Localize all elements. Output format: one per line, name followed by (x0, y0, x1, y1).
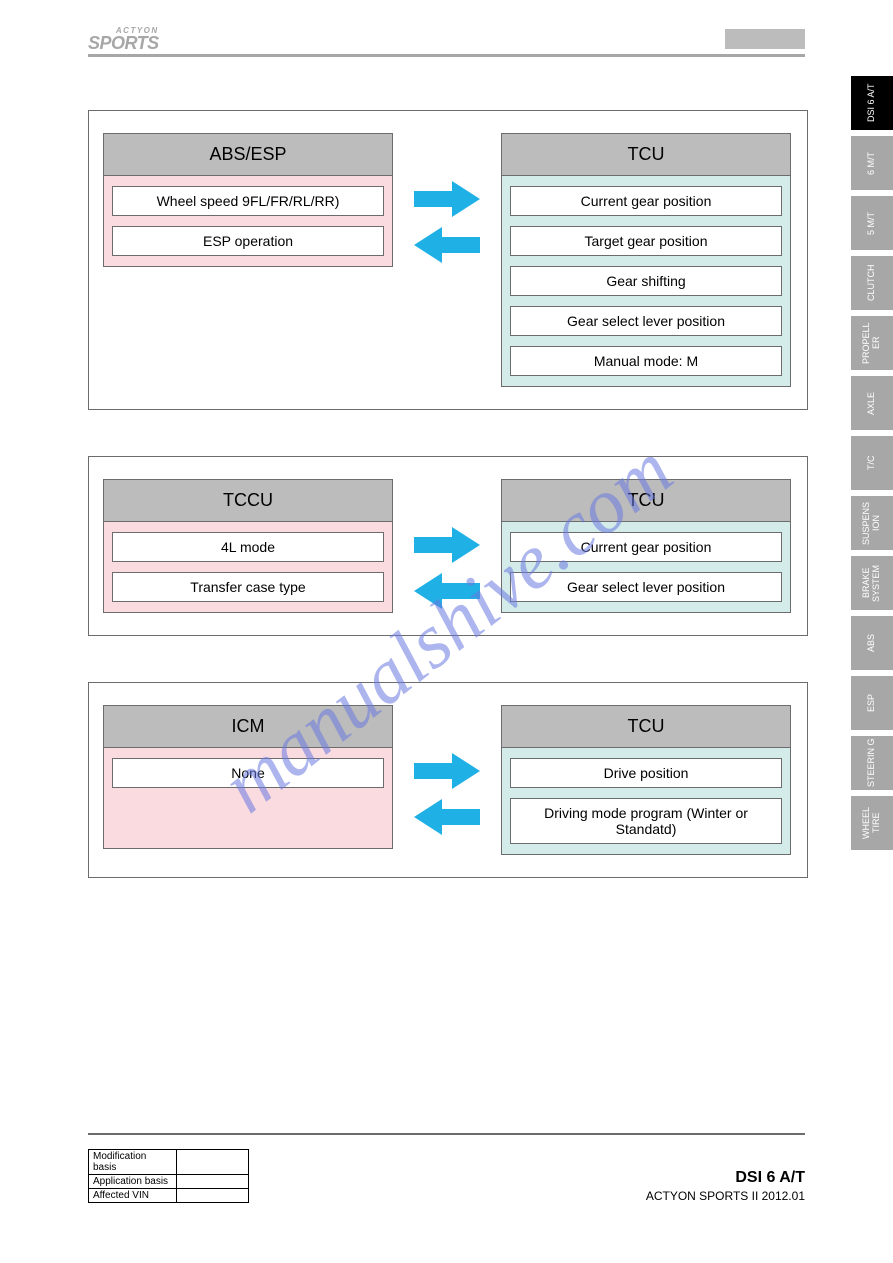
sidebar-tab[interactable]: ESP (851, 676, 893, 730)
arrow-group (403, 133, 491, 265)
sidebar-tab[interactable]: PROPELL ER (851, 316, 893, 370)
sidebar-tab[interactable]: DSI 6 A/T (851, 76, 893, 130)
arrow-right-icon (412, 525, 482, 565)
module-title: TCU (502, 480, 790, 522)
arrow-left-icon (412, 225, 482, 265)
rev-label: Application basis (89, 1175, 177, 1189)
sidebar-tab[interactable]: ABS (851, 616, 893, 670)
module-title: TCU (502, 134, 790, 176)
arrow-left-icon (412, 797, 482, 837)
rev-value (177, 1189, 249, 1203)
sidebar-tab[interactable]: 5 M/T (851, 196, 893, 250)
sidebar-tab[interactable]: BRAKE SYSTEM (851, 556, 893, 610)
arrow-right-icon (412, 179, 482, 219)
signal-item: Gear select lever position (510, 306, 782, 336)
rev-label: Modification basis (89, 1150, 177, 1175)
signal-item: None (112, 758, 384, 788)
footer-right: DSI 6 A/T ACTYON SPORTS II 2012.01 (646, 1169, 805, 1203)
rev-label: Affected VIN (89, 1189, 177, 1203)
sidebar-tab[interactable]: WHEEL TIRE (851, 796, 893, 850)
comm-panel: ICM None TCU Drive position Driving mode pro… (88, 682, 808, 878)
rev-value (177, 1150, 249, 1175)
arrow-left-icon (412, 571, 482, 611)
module-right: TCU Current gear position Target gear posi… (501, 133, 791, 387)
module-left: ICM None (103, 705, 393, 849)
signal-item: 4L mode (112, 532, 384, 562)
sidebar-tab[interactable]: 6 M/T (851, 136, 893, 190)
module-title: TCU (502, 706, 790, 748)
chapter-sidebar: DSI 6 A/T 6 M/T 5 M/T CLUTCH PROPELL ER AXLE T… (851, 76, 893, 850)
sidebar-tab[interactable]: STEERIN G (851, 736, 893, 790)
comm-panel: ABS/ESP Wheel speed 9FL/FR/RL/RR) ESP oper… (88, 110, 808, 410)
main-content: ABS/ESP Wheel speed 9FL/FR/RL/RR) ESP oper… (88, 110, 808, 924)
module-title: ABS/ESP (104, 134, 392, 176)
arrow-group (403, 479, 491, 611)
footer-title: DSI 6 A/T (646, 1169, 805, 1187)
table-row: Application basis (89, 1175, 249, 1189)
signal-item: Manual mode: M (510, 346, 782, 376)
arrow-right-icon (412, 751, 482, 791)
signal-item: Gear shifting (510, 266, 782, 296)
signal-item: Current gear position (510, 532, 782, 562)
page-footer: Modification basisApplication basisAffec… (88, 1133, 805, 1203)
logo-main-text: SPORTS (88, 33, 159, 53)
comm-panel: TCCU 4L mode Transfer case type TCU Current … (88, 456, 808, 636)
signal-item: Gear select lever position (510, 572, 782, 602)
signal-item: Current gear position (510, 186, 782, 216)
signal-item: ESP operation (112, 226, 384, 256)
header-rule (88, 54, 805, 57)
table-row: Affected VIN (89, 1189, 249, 1203)
sidebar-tab[interactable]: SUSPENS ION (851, 496, 893, 550)
rev-value (177, 1175, 249, 1189)
signal-item: Target gear position (510, 226, 782, 256)
signal-item: Driving mode program (Winter or Standatd… (510, 798, 782, 844)
module-right: TCU Current gear position Gear select leve… (501, 479, 791, 613)
table-row: Modification basis (89, 1150, 249, 1175)
brand-logo: ACTYON SPORTS (88, 27, 159, 50)
revision-table: Modification basisApplication basisAffec… (88, 1149, 249, 1203)
signal-item: Wheel speed 9FL/FR/RL/RR) (112, 186, 384, 216)
signal-item: Transfer case type (112, 572, 384, 602)
sidebar-tab[interactable]: T/C (851, 436, 893, 490)
sidebar-tab[interactable]: CLUTCH (851, 256, 893, 310)
module-left: TCCU 4L mode Transfer case type (103, 479, 393, 613)
footer-subtitle: ACTYON SPORTS II 2012.01 (646, 1189, 805, 1203)
sidebar-tab[interactable]: AXLE (851, 376, 893, 430)
module-title: ICM (104, 706, 392, 748)
header-slot (725, 29, 805, 49)
page-header: ACTYON SPORTS (88, 24, 805, 54)
signal-item: Drive position (510, 758, 782, 788)
arrow-group (403, 705, 491, 837)
module-right: TCU Drive position Driving mode program (W… (501, 705, 791, 855)
module-title: TCCU (104, 480, 392, 522)
module-left: ABS/ESP Wheel speed 9FL/FR/RL/RR) ESP oper… (103, 133, 393, 267)
